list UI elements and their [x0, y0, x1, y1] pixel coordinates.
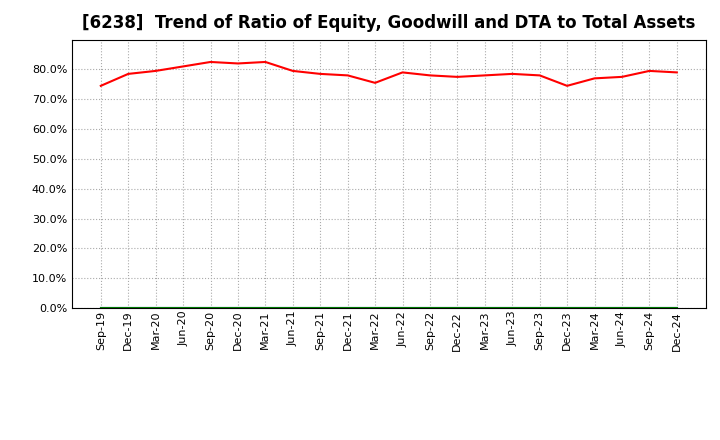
Deferred Tax Assets [453, 305, 462, 311]
Goodwill [426, 305, 434, 311]
Equity [508, 71, 516, 77]
Goodwill [508, 305, 516, 311]
Goodwill [371, 305, 379, 311]
Goodwill [563, 305, 572, 311]
Goodwill [124, 305, 132, 311]
Deferred Tax Assets [151, 305, 160, 311]
Goodwill [96, 305, 105, 311]
Equity [316, 71, 325, 77]
Line: Equity: Equity [101, 62, 677, 86]
Deferred Tax Assets [618, 305, 626, 311]
Deferred Tax Assets [261, 305, 270, 311]
Deferred Tax Assets [179, 305, 187, 311]
Deferred Tax Assets [480, 305, 489, 311]
Deferred Tax Assets [398, 305, 407, 311]
Deferred Tax Assets [645, 305, 654, 311]
Goodwill [289, 305, 297, 311]
Deferred Tax Assets [563, 305, 572, 311]
Equity [124, 71, 132, 77]
Goodwill [398, 305, 407, 311]
Equity [206, 59, 215, 65]
Goodwill [453, 305, 462, 311]
Equity [480, 73, 489, 78]
Goodwill [179, 305, 187, 311]
Goodwill [590, 305, 599, 311]
Title: [6238]  Trend of Ratio of Equity, Goodwill and DTA to Total Assets: [6238] Trend of Ratio of Equity, Goodwil… [82, 15, 696, 33]
Equity [536, 73, 544, 78]
Goodwill [480, 305, 489, 311]
Deferred Tax Assets [508, 305, 516, 311]
Equity [151, 68, 160, 73]
Deferred Tax Assets [343, 305, 352, 311]
Deferred Tax Assets [590, 305, 599, 311]
Goodwill [618, 305, 626, 311]
Equity [289, 68, 297, 73]
Equity [426, 73, 434, 78]
Goodwill [316, 305, 325, 311]
Equity [343, 73, 352, 78]
Deferred Tax Assets [124, 305, 132, 311]
Goodwill [206, 305, 215, 311]
Deferred Tax Assets [536, 305, 544, 311]
Deferred Tax Assets [206, 305, 215, 311]
Goodwill [645, 305, 654, 311]
Deferred Tax Assets [96, 305, 105, 311]
Deferred Tax Assets [233, 305, 242, 311]
Equity [645, 68, 654, 73]
Goodwill [233, 305, 242, 311]
Equity [261, 59, 270, 65]
Deferred Tax Assets [371, 305, 379, 311]
Equity [618, 74, 626, 80]
Deferred Tax Assets [316, 305, 325, 311]
Goodwill [261, 305, 270, 311]
Equity [371, 80, 379, 85]
Equity [563, 83, 572, 88]
Deferred Tax Assets [426, 305, 434, 311]
Deferred Tax Assets [672, 305, 681, 311]
Equity [96, 83, 105, 88]
Equity [179, 64, 187, 69]
Goodwill [151, 305, 160, 311]
Equity [453, 74, 462, 80]
Deferred Tax Assets [289, 305, 297, 311]
Goodwill [672, 305, 681, 311]
Equity [672, 70, 681, 75]
Equity [233, 61, 242, 66]
Goodwill [536, 305, 544, 311]
Equity [398, 70, 407, 75]
Goodwill [343, 305, 352, 311]
Equity [590, 76, 599, 81]
